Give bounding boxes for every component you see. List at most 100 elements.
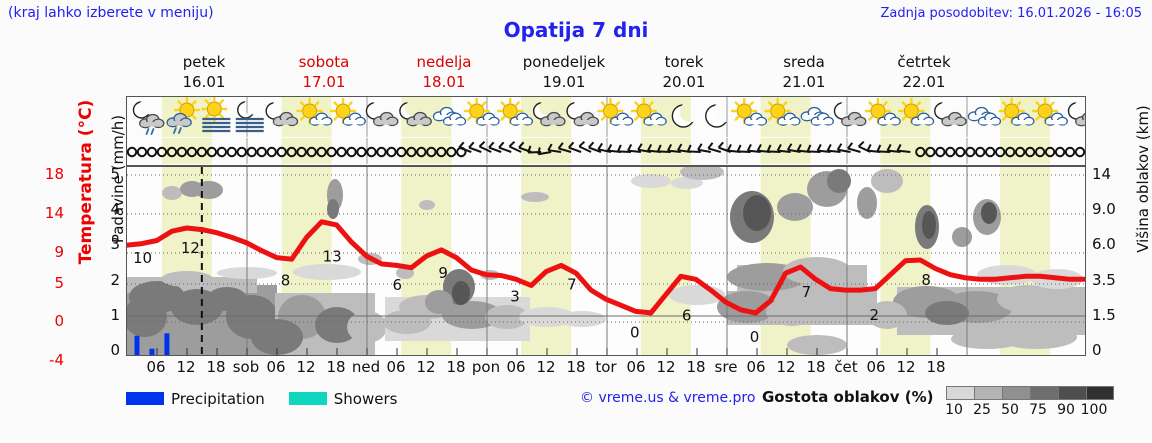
- x-tick-label: 06: [266, 358, 286, 376]
- sky-icon-cloud: [432, 106, 467, 126]
- sky-icon-moon-cloud: [532, 102, 566, 127]
- day-name: sreda: [783, 53, 825, 71]
- sky-icon-sun-cloud: [496, 97, 534, 126]
- temperature-value-label: 12: [181, 239, 200, 257]
- wind-calm-icon: [925, 146, 936, 158]
- day-name: nedelja: [416, 53, 472, 71]
- wind-calm-icon: [984, 146, 996, 158]
- cloud-density-legend-title: Gostota oblakov (%): [762, 388, 934, 406]
- sky-icon-sun-cloud: [998, 97, 1035, 126]
- wind-calm-icon: [127, 146, 138, 158]
- cloud-density-step-label: 90: [1057, 402, 1075, 418]
- sky-icon-moon-cloud: [833, 102, 867, 127]
- temperature-axis-title: Temperatura (°C): [76, 99, 96, 265]
- temperature-value-label: 13: [323, 247, 342, 265]
- wind-calm-icon: [296, 146, 307, 158]
- wind-calm-icon: [386, 146, 397, 158]
- x-tick-label: sre: [714, 358, 738, 376]
- sky-icon-moon: [705, 104, 729, 128]
- wind-calm-icon: [316, 146, 327, 158]
- wind-barb-icon: [508, 140, 522, 153]
- temperature-value-label: 10: [133, 249, 152, 267]
- temperature-tick: 14: [44, 204, 64, 222]
- x-tick-label: 06: [386, 358, 406, 376]
- x-tick-label: 06: [146, 358, 166, 376]
- wind-calm-icon: [426, 146, 437, 158]
- cloud-height-axis-title: Višina oblakov (km): [1134, 105, 1152, 253]
- wind-barb-icon: [656, 144, 671, 153]
- cloud-density-scale-labels: 10 25 50 75 90 100: [940, 402, 1108, 418]
- copyright-link[interactable]: © vreme.us & vreme.pro: [580, 390, 756, 406]
- precipitation-tick: 3: [110, 235, 120, 253]
- x-tick-label: 18: [566, 358, 586, 376]
- day-date: 17.01: [302, 73, 346, 91]
- wind-calm-icon: [416, 146, 427, 158]
- wind-calm-icon: [176, 146, 188, 158]
- x-tick-label: ned: [351, 358, 381, 376]
- day-name: četrtek: [897, 53, 951, 71]
- x-tick-label: 12: [656, 358, 676, 376]
- sky-icon-sun-fog: [201, 97, 231, 133]
- sky-icon-moon-cloud: [399, 102, 432, 127]
- cloud-height-tick: 3.5: [1092, 271, 1116, 289]
- temperature-value-label: 0: [750, 328, 760, 346]
- wind-barb-icon: [588, 141, 602, 153]
- x-tick-label: pon: [471, 358, 501, 376]
- x-tick-label: 12: [896, 358, 916, 376]
- x-tick-label: tor: [595, 358, 617, 376]
- x-tick-label: 18: [686, 358, 706, 376]
- wind-calm-icon: [975, 146, 986, 158]
- wind-barb-icon: [578, 140, 592, 153]
- wind-barb-icon: [617, 144, 632, 153]
- wind-calm-icon: [156, 146, 168, 158]
- wind-calm-icon: [1074, 146, 1085, 158]
- temperature-tick: 9: [54, 243, 64, 261]
- temperature-value-label: 7: [802, 283, 812, 301]
- x-tick-label: 18: [206, 358, 226, 376]
- day-header-ponedeljek: ponedeljek 19.01: [504, 52, 624, 92]
- x-tick-label: 12: [776, 358, 796, 376]
- wind-calm-icon: [1064, 146, 1076, 158]
- last-update-label: Zadnja posodobitev: 16.01.2026 - 16:05: [880, 6, 1142, 21]
- day-header-torek: torek 20.01: [624, 52, 744, 92]
- precipitation-tick: 2: [110, 271, 120, 289]
- sky-icon-moon-cloud: [365, 102, 399, 127]
- cloud-density-step-label: 10: [945, 402, 963, 418]
- wind-barb-icon: [498, 141, 512, 153]
- sky-icon-sun-cloud: [764, 97, 801, 126]
- wind-barb-icon: [707, 142, 722, 153]
- wind-barb-icon: [697, 143, 711, 153]
- wind-calm-icon: [216, 146, 228, 158]
- wind-barb-icon: [557, 142, 572, 153]
- x-tick-label: 12: [296, 358, 316, 376]
- wind-calm-icon: [955, 146, 966, 158]
- temperature-value-label: 6: [392, 276, 402, 294]
- temperature-value-label: 0: [630, 323, 640, 341]
- precipitation-legend-label: Precipitation: [171, 389, 265, 408]
- x-tick-label: 06: [626, 358, 646, 376]
- cloud-height-tick: 9.0: [1092, 200, 1116, 218]
- wind-barb-icon: [458, 141, 472, 153]
- showers-swatch: [288, 392, 327, 405]
- wind-barb-icon: [816, 143, 831, 153]
- sky-icon-sun-cloud: [463, 97, 500, 126]
- precipitation-swatch: [126, 392, 164, 405]
- wind-calm-icon: [436, 146, 447, 158]
- wind-barb-icon: [736, 144, 751, 153]
- temperature-value-label: 6: [682, 307, 692, 325]
- wind-calm-icon: [1024, 146, 1036, 158]
- sky-icon-strip: [126, 96, 1086, 138]
- precipitation-tick: 1: [110, 306, 120, 324]
- x-tick-label: sob: [232, 358, 260, 376]
- day-date: 18.01: [422, 73, 466, 91]
- x-tick-label: 12: [416, 358, 436, 376]
- legend: Precipitation Showers: [126, 388, 421, 410]
- wind-barb-icon: [847, 142, 861, 153]
- location-menu-hint[interactable]: (kraj lahko izberete v meniju): [8, 5, 214, 21]
- wind-barb-icon: [568, 141, 582, 153]
- day-header-sobota: sobota 17.01: [264, 52, 384, 92]
- wind-calm-icon: [166, 146, 178, 158]
- wind-calm-icon: [915, 146, 926, 158]
- temperature-tick: 18: [44, 165, 64, 183]
